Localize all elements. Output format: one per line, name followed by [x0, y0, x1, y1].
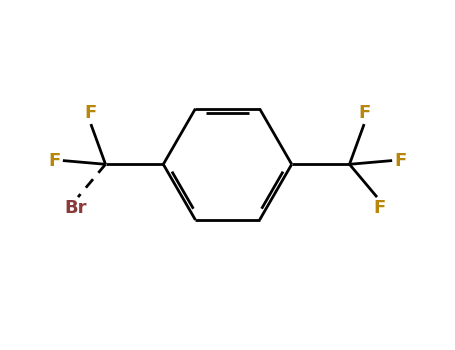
Text: Br: Br	[65, 199, 87, 217]
Text: F: F	[373, 199, 385, 217]
Text: F: F	[394, 152, 406, 169]
Text: F: F	[358, 104, 370, 122]
Text: F: F	[85, 104, 97, 122]
Text: F: F	[49, 152, 61, 169]
